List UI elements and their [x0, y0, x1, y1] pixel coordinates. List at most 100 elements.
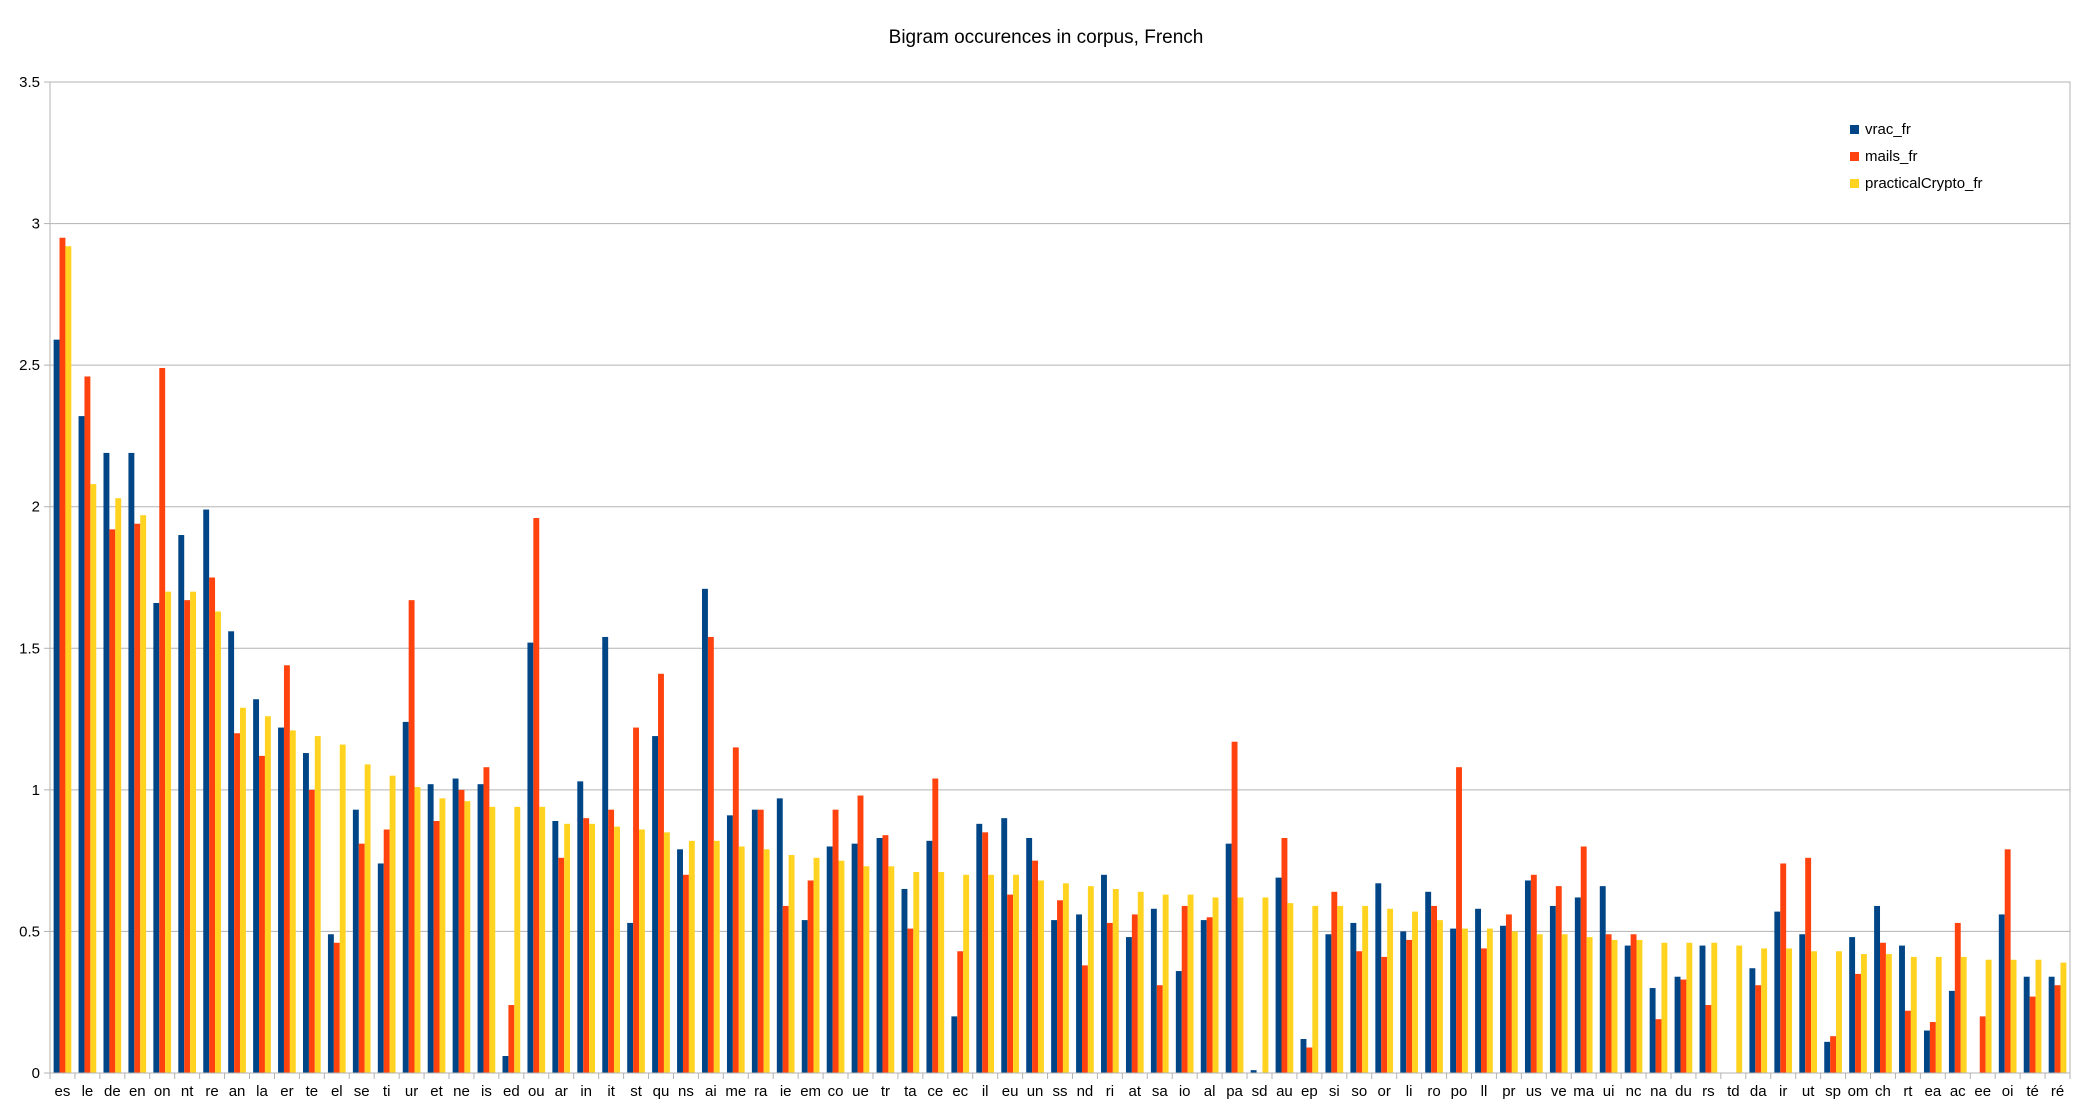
bar-vrac_fr-na	[1649, 988, 1656, 1073]
x-tick-label: rt	[1903, 1083, 1913, 1100]
bar-vrac_fr-on	[153, 602, 160, 1073]
bar-practicalCrypto_fr-ui	[1611, 939, 1618, 1073]
bar-practicalCrypto_fr-at	[1137, 891, 1144, 1073]
bar-practicalCrypto_fr-er	[289, 730, 296, 1073]
bar-mails_fr-it	[608, 809, 615, 1073]
x-tick-label: un	[1027, 1083, 1044, 1100]
bar-vrac_fr-rt	[1899, 945, 1905, 1073]
bar-vrac_fr-si	[1325, 934, 1332, 1073]
x-tick-label: it	[607, 1083, 615, 1100]
x-tick-label: re	[205, 1083, 218, 1100]
bars	[53, 237, 2067, 1074]
x-tick-label: du	[1675, 1083, 1692, 1100]
x-tick-label: da	[1750, 1083, 1767, 1100]
x-tick-label: eu	[1002, 1083, 1019, 1100]
bar-practicalCrypto_fr-ma	[1586, 937, 1593, 1073]
bar-practicalCrypto_fr-de	[115, 498, 122, 1074]
bar-vrac_fr-te	[303, 753, 309, 1073]
bar-vrac_fr-qu	[652, 736, 659, 1073]
bar-practicalCrypto_fr-em	[813, 857, 820, 1073]
bar-practicalCrypto_fr-al	[1212, 897, 1219, 1073]
bar-practicalCrypto_fr-du	[1686, 942, 1693, 1073]
y-tick-label: 0.5	[19, 923, 40, 940]
x-tick-label: ee	[1974, 1083, 1991, 1100]
bar-mails_fr-au	[1281, 837, 1288, 1073]
bar-mails_fr-la	[259, 755, 265, 1073]
bar-practicalCrypto_fr-se	[364, 764, 371, 1073]
y-tick-label: 0	[32, 1065, 40, 1082]
bar-vrac_fr-la	[253, 699, 260, 1073]
bar-mails_fr-pa	[1231, 741, 1238, 1073]
bar-practicalCrypto_fr-ut	[1811, 951, 1817, 1073]
y-tick-label: 2.5	[19, 357, 40, 374]
bar-vrac_fr-ce	[926, 840, 933, 1073]
bar-practicalCrypto_fr-in	[589, 823, 596, 1073]
x-tick-label: in	[580, 1083, 592, 1100]
bar-mails_fr-té	[2029, 996, 2036, 1073]
legend-label-vrac_fr: vrac_fr	[1865, 121, 1911, 138]
bar-practicalCrypto_fr-ur	[414, 787, 421, 1073]
bar-practicalCrypto_fr-en	[140, 515, 147, 1073]
bar-practicalCrypto_fr-oi	[2010, 959, 2017, 1073]
x-tick-label: ns	[678, 1083, 694, 1100]
bar-vrac_fr-da	[1749, 968, 1756, 1073]
bar-practicalCrypto_fr-ré	[2060, 962, 2067, 1073]
x-tick-label: st	[630, 1083, 643, 1100]
bar-mails_fr-ch	[1880, 942, 1886, 1073]
bar-mails_fr-ep	[1306, 1047, 1313, 1073]
x-tick-label: is	[481, 1083, 492, 1100]
bar-practicalCrypto_fr-el	[339, 744, 346, 1073]
bar-vrac_fr-al	[1200, 920, 1207, 1073]
bar-mails_fr-ed	[508, 1005, 515, 1073]
x-tick-label: le	[82, 1083, 94, 1100]
x-tick-label: na	[1650, 1083, 1667, 1100]
bar-mails_fr-om	[1855, 973, 1861, 1073]
x-tick-label: de	[104, 1083, 121, 1100]
bar-practicalCrypto_fr-sd	[1262, 897, 1269, 1073]
bar-vrac_fr-ie	[776, 798, 783, 1073]
bar-mails_fr-ue	[857, 795, 864, 1073]
bar-vrac_fr-li	[1400, 931, 1407, 1073]
bar-vrac_fr-nd	[1076, 914, 1082, 1073]
x-tick-label: or	[1378, 1083, 1391, 1100]
bar-practicalCrypto_fr-ou	[539, 806, 546, 1073]
bar-vrac_fr-at	[1125, 937, 1132, 1073]
bar-vrac_fr-er	[278, 727, 284, 1073]
x-tick-label: ma	[1573, 1083, 1594, 1100]
bar-vrac_fr-ut	[1799, 934, 1806, 1073]
bar-mails_fr-ut	[1805, 857, 1812, 1073]
x-tick-label: pr	[1502, 1083, 1515, 1100]
bar-practicalCrypto_fr-ss	[1062, 883, 1069, 1073]
bar-practicalCrypto_fr-la	[264, 716, 271, 1073]
plot-frame	[49, 81, 2071, 1074]
bar-vrac_fr-sa	[1150, 908, 1157, 1073]
bar-mails_fr-de	[109, 529, 116, 1073]
bar-mails_fr-si	[1331, 891, 1338, 1073]
x-axis-tick-labels: es le de en on nt re an la er te el se ti ur et ne is ed ou…	[55, 1083, 2065, 1100]
bar-vrac_fr-ch	[1874, 905, 1881, 1073]
bar-practicalCrypto_fr-ea	[1935, 956, 1942, 1073]
bar-vrac_fr-ui	[1599, 886, 1606, 1073]
x-tick-label: tr	[881, 1083, 890, 1100]
bar-mails_fr-el	[333, 942, 340, 1073]
bar-practicalCrypto_fr-ir	[1786, 948, 1793, 1073]
x-tick-label: ré	[2051, 1083, 2064, 1100]
bar-mails_fr-se	[358, 843, 365, 1073]
bar-mails_fr-qu	[658, 673, 664, 1073]
bar-mails_fr-rs	[1705, 1005, 1712, 1073]
bar-vrac_fr-ss	[1051, 920, 1058, 1073]
x-tick-label: ur	[405, 1083, 418, 1100]
x-tick-label: nt	[181, 1083, 194, 1100]
x-tick-label: ss	[1053, 1083, 1068, 1100]
bar-mails_fr-er	[283, 665, 290, 1073]
bar-mails_fr-re	[209, 577, 216, 1073]
x-tick-label: li	[1406, 1083, 1413, 1100]
x-tick-label: sd	[1252, 1083, 1268, 1100]
bar-mails_fr-un	[1032, 860, 1039, 1073]
x-tick-label: ep	[1301, 1083, 1318, 1100]
x-tick-label: el	[331, 1083, 343, 1100]
x-tick-label: co	[828, 1083, 844, 1100]
bar-vrac_fr-nt	[178, 535, 185, 1073]
bar-mails_fr-en	[134, 523, 141, 1073]
x-tick-label: la	[256, 1083, 268, 1100]
